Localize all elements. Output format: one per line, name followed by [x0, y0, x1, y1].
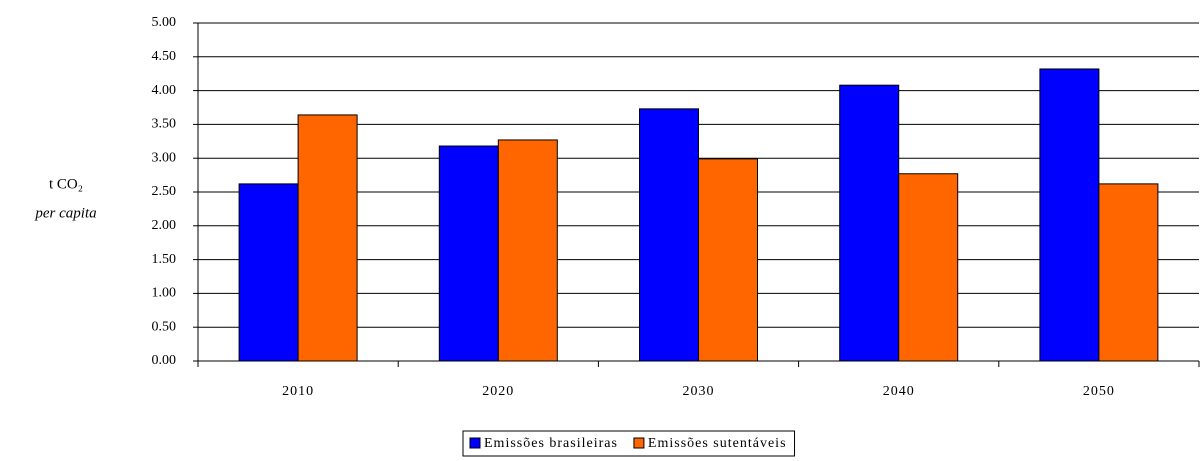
- bar: [839, 84, 900, 362]
- bar: [438, 145, 499, 362]
- bar: [238, 183, 299, 362]
- x-tick-label: 2040: [883, 384, 915, 399]
- y-tick-label: 5.00: [152, 15, 177, 30]
- bar: [698, 158, 758, 362]
- legend-box: [462, 430, 796, 457]
- y-tick-label: 1.50: [152, 252, 177, 267]
- legend-swatch: [469, 437, 481, 449]
- legend-swatch: [633, 437, 645, 449]
- bar: [898, 173, 959, 362]
- y-tick-label: 3.00: [152, 150, 177, 165]
- bar: [1039, 68, 1100, 362]
- bar: [639, 108, 699, 362]
- y-tick-label: 4.50: [152, 49, 177, 64]
- x-tick-label: 2020: [482, 384, 514, 399]
- x-tick-label: 2050: [1083, 384, 1115, 399]
- y-tick-label: 4.00: [152, 83, 177, 98]
- bar: [497, 139, 558, 362]
- legend-label: Emissões sutentáveis: [648, 436, 787, 451]
- y-axis-label: t CO₂: [49, 176, 83, 192]
- y-tick-label: 3.50: [152, 117, 177, 132]
- legend: Emissões brasileiras Emissões sutentáveis: [462, 430, 796, 457]
- y-tick-label: 1.00: [152, 286, 177, 301]
- bar: [1098, 183, 1159, 362]
- y-axis-sublabel: per capita: [34, 205, 96, 221]
- y-tick-label: 2.50: [152, 184, 177, 199]
- y-tick-label: 2.00: [152, 218, 177, 233]
- legend-label: Emissões brasileiras: [484, 436, 618, 451]
- bar: [297, 114, 358, 362]
- x-tick-label: 2010: [282, 384, 314, 399]
- x-tick-label: 2030: [683, 384, 715, 399]
- y-tick-label: 0.00: [152, 353, 177, 368]
- y-tick-label: 0.50: [152, 319, 177, 334]
